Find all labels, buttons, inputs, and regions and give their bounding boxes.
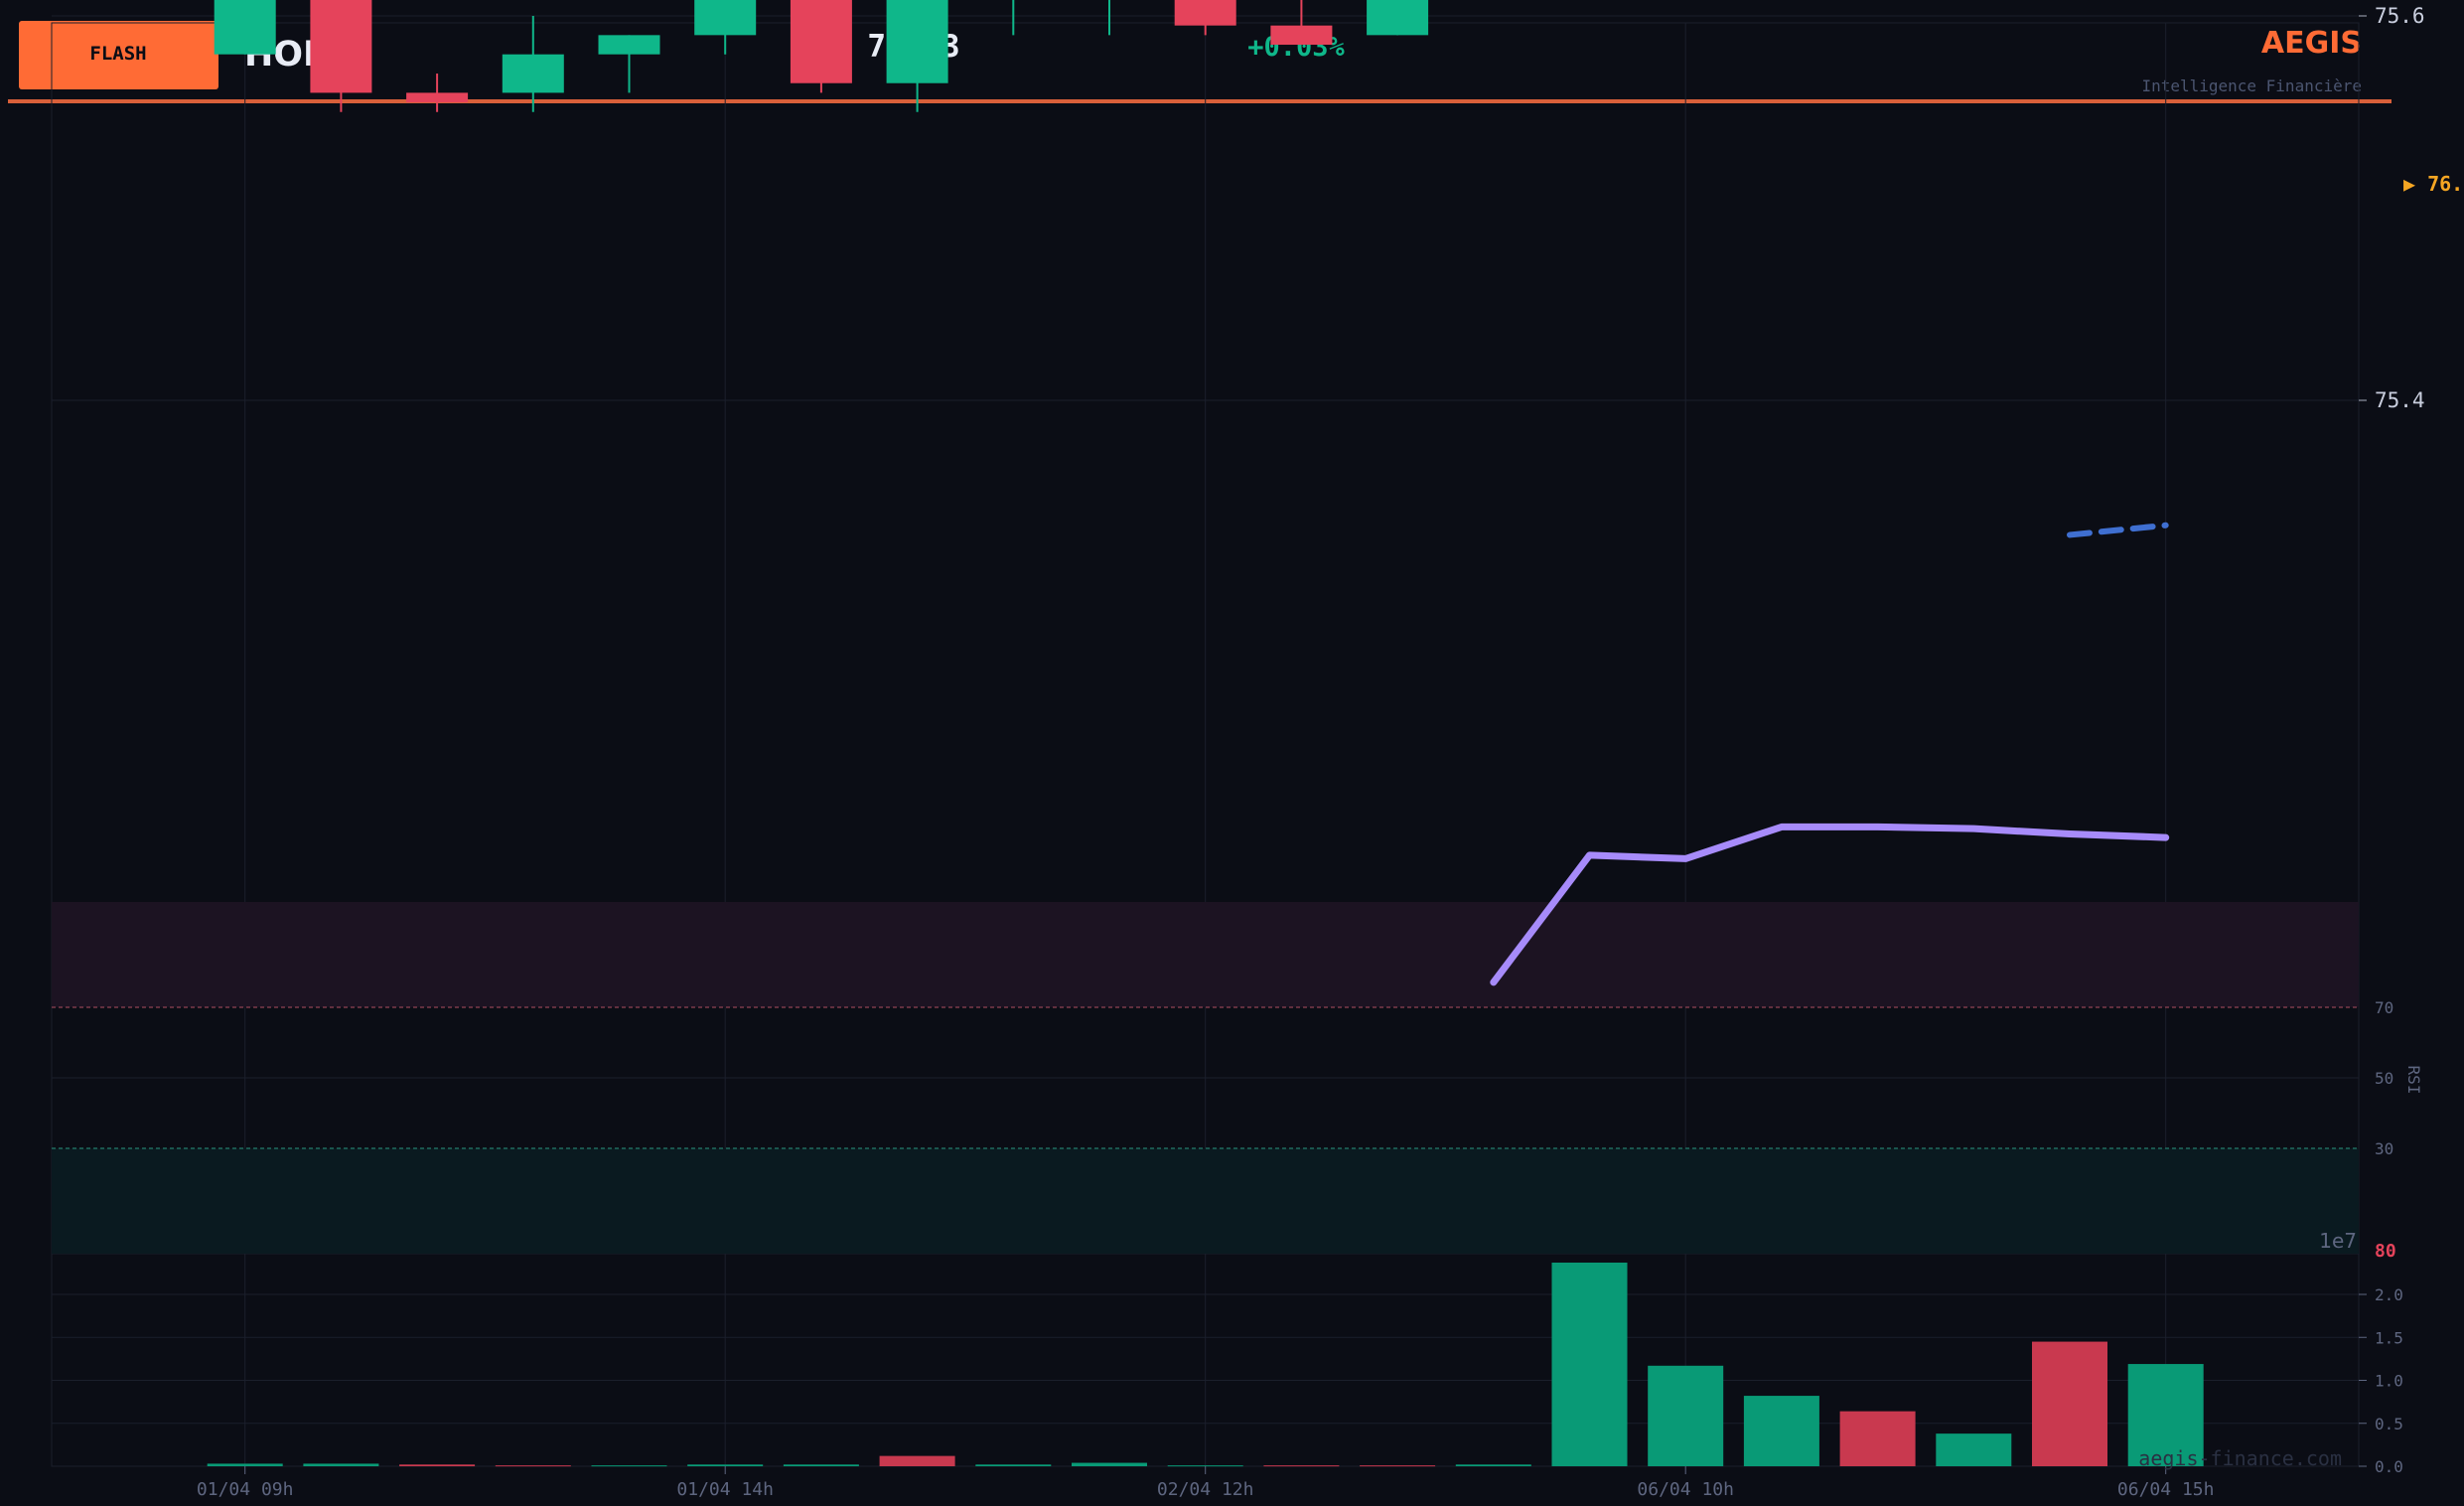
volume-bar [1167,1465,1243,1467]
volume-bar [1360,1465,1436,1467]
price-tick-label: 75.6 [2375,4,2425,28]
volume-bars [207,1262,2204,1467]
volume-tick-label: 2.0 [2375,1285,2403,1304]
brand-subtitle: Intelligence Financière [2141,76,2362,95]
rsi-axis-label: RSI [2404,1066,2423,1095]
volume-bar [1648,1365,1724,1466]
rsi-series [1490,823,2170,986]
rsi-tick-label: 50 [2375,1069,2393,1088]
watermark: aegis-finance.com [2138,1446,2342,1470]
volume-bar [1839,1411,1916,1466]
candle-body [598,35,660,55]
volume-bar [1455,1464,1531,1466]
flash-badge [19,21,218,89]
volume-bar [879,1455,955,1466]
candle-body [694,0,757,36]
oversold-zone [52,1148,2359,1254]
rsi-line [1490,823,2170,986]
candle-body [1270,25,1333,46]
volume-bar [1936,1433,2012,1466]
header-bar: FLASH HOLX 76.03 +0.03% AEGIS Intelligen… [8,21,2392,103]
volume-tick-label: 1.5 [2375,1328,2403,1347]
rsi-tick-label: 30 [2375,1139,2393,1158]
last-price-tag: ▶ 76.03 [2403,172,2464,196]
volume-tick-label: 0.0 [2375,1457,2403,1476]
x-tick-label: 01/04 09h [197,1479,294,1500]
candle-body [502,54,564,93]
candlestick-series [214,0,1429,112]
volume-scale-label: 1e7 [2319,1229,2357,1253]
x-tick-label: 06/04 10h [1637,1479,1734,1500]
rsi-tick-label: 80 [2375,1241,2396,1262]
volume-bar [1743,1396,1819,1466]
x-tick-label: 02/04 12h [1157,1479,1254,1500]
rsi-zones [52,902,2359,1254]
volume-bar [303,1463,379,1466]
volume-bar [1263,1465,1340,1467]
header-divider [8,99,2392,103]
axis-labels: 01/04 09h 01/04 14h 02/04 12h 06/04 10h 06/0… [197,4,2425,1500]
price-tick-label: 75.4 [2375,388,2425,412]
volume-tick-label: 1.0 [2375,1372,2403,1391]
x-tick-label: 01/04 14h [676,1479,774,1500]
candle-body [214,0,276,55]
candle-body [1174,0,1236,26]
rsi-tick-label: 70 [2375,998,2393,1017]
volume-bar [1072,1462,1147,1466]
indicator-overlays [2067,522,2169,538]
volume-bar [591,1465,667,1467]
candle-body [790,0,852,83]
volume-bar [783,1464,859,1466]
volume-bar [975,1464,1052,1466]
candle-body [886,0,948,83]
overbought-zone [52,902,2359,1007]
volume-bar [2127,1364,2204,1466]
candle-body [310,0,372,93]
x-tick-label: 06/04 15h [2117,1479,2215,1500]
volume-bar [2032,1341,2107,1466]
bollinger-lower-band [2067,522,2169,538]
volume-bar [1551,1262,1628,1466]
volume-bar [495,1465,571,1467]
candle-body [1367,0,1429,36]
flash-badge-label: FLASH [89,43,146,65]
brand-logo: AEGIS [2261,26,2362,61]
volume-tick-label: 0.5 [2375,1415,2403,1433]
candle-body [406,92,469,103]
volume-bar [207,1463,283,1466]
volume-bar [399,1464,476,1466]
volume-bar [687,1464,764,1466]
